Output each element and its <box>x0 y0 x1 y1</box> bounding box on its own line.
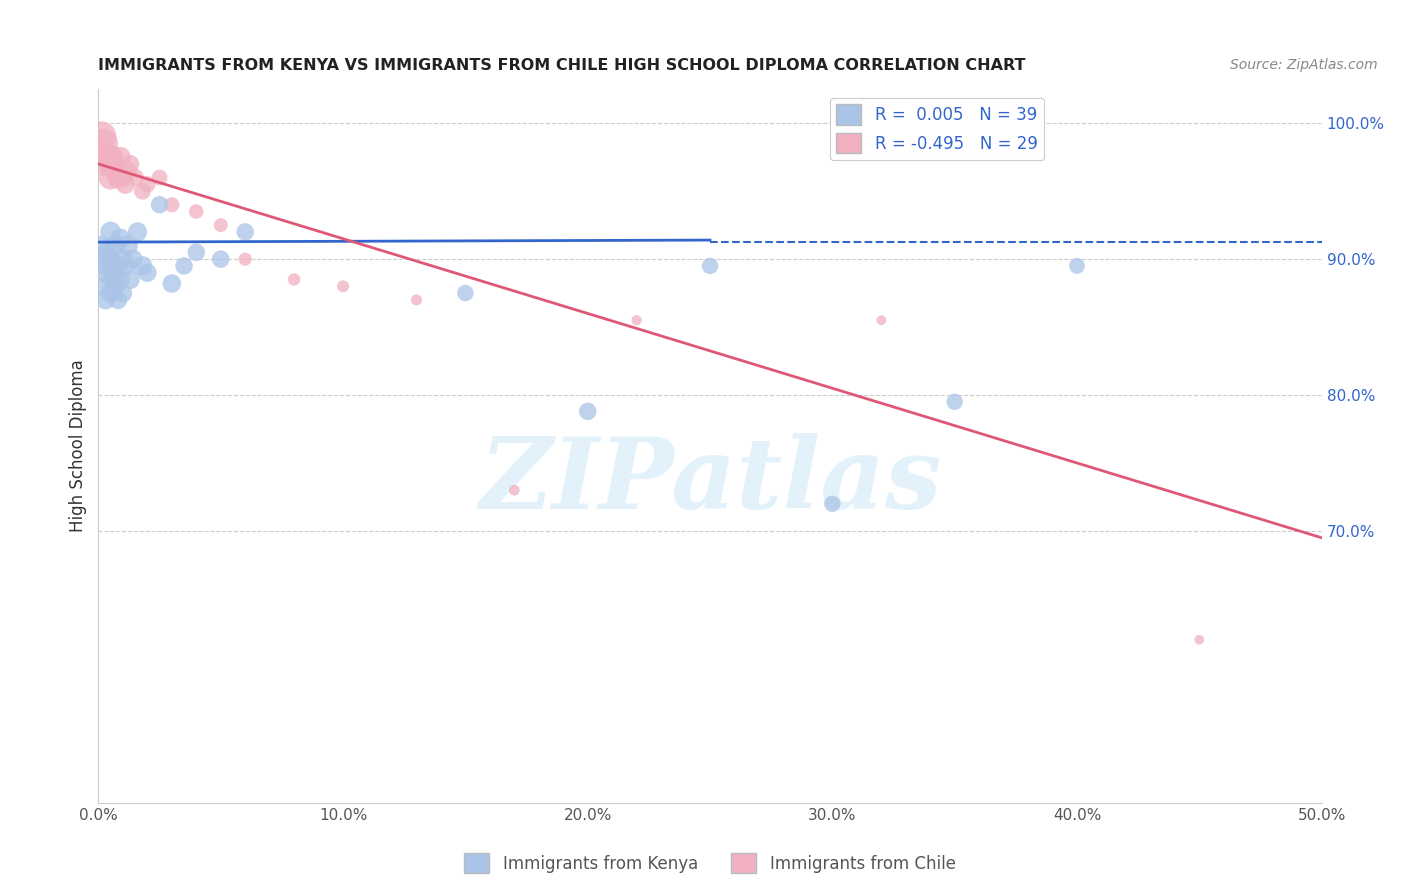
Point <box>127 225 149 239</box>
Point <box>136 266 159 280</box>
Point <box>104 279 127 293</box>
Point <box>94 293 117 307</box>
Text: IMMIGRANTS FROM KENYA VS IMMIGRANTS FROM CHILE HIGH SCHOOL DIPLOMA CORRELATION C: IMMIGRANTS FROM KENYA VS IMMIGRANTS FROM… <box>98 58 1026 73</box>
Point <box>117 238 139 252</box>
Point <box>870 313 893 327</box>
Point <box>91 252 114 266</box>
Point <box>117 163 139 178</box>
Point <box>120 157 142 171</box>
Point <box>121 252 143 266</box>
Point <box>100 225 122 239</box>
Point <box>97 157 120 171</box>
Point <box>160 277 183 291</box>
Point <box>101 157 124 171</box>
Point <box>90 238 112 252</box>
Point <box>107 259 129 273</box>
Point <box>943 394 966 409</box>
Point <box>110 272 132 286</box>
Point <box>209 252 232 266</box>
Point <box>114 259 136 273</box>
Point <box>186 204 208 219</box>
Point <box>94 150 117 164</box>
Point <box>91 279 114 293</box>
Point <box>173 259 195 273</box>
Point <box>110 150 132 164</box>
Point <box>107 293 129 307</box>
Point <box>120 272 142 286</box>
Point <box>111 286 134 301</box>
Point <box>332 279 354 293</box>
Point <box>94 259 117 273</box>
Point <box>186 245 208 260</box>
Point <box>1066 259 1088 273</box>
Point <box>114 178 136 192</box>
Point <box>97 245 120 260</box>
Text: Source: ZipAtlas.com: Source: ZipAtlas.com <box>1230 58 1378 72</box>
Point <box>233 225 256 239</box>
Point <box>90 129 112 144</box>
Point <box>97 268 120 283</box>
Point <box>454 286 477 301</box>
Point <box>100 252 122 266</box>
Point <box>699 259 721 273</box>
Point <box>100 286 122 301</box>
Point <box>626 313 648 327</box>
Point <box>405 293 427 307</box>
Point <box>149 198 172 212</box>
Point <box>111 170 134 185</box>
Point <box>104 238 127 252</box>
Point <box>124 170 146 185</box>
Point <box>100 170 122 185</box>
Point <box>101 272 124 286</box>
Point <box>209 218 232 232</box>
Point <box>91 136 114 151</box>
Point <box>1188 632 1211 647</box>
Point <box>107 170 129 185</box>
Point <box>111 252 134 266</box>
Y-axis label: High School Diploma: High School Diploma <box>69 359 87 533</box>
Point <box>503 483 526 498</box>
Point <box>104 163 127 178</box>
Point <box>101 263 124 277</box>
Point <box>131 259 153 273</box>
Point <box>100 150 122 164</box>
Point <box>149 170 172 185</box>
Point <box>283 272 305 286</box>
Point <box>110 232 132 246</box>
Point <box>821 497 844 511</box>
Point <box>136 178 159 192</box>
Point <box>576 404 599 418</box>
Point <box>160 198 183 212</box>
Text: ZIPatlas: ZIPatlas <box>479 434 941 530</box>
Legend: Immigrants from Kenya, Immigrants from Chile: Immigrants from Kenya, Immigrants from C… <box>458 847 962 880</box>
Point <box>131 184 153 198</box>
Point <box>233 252 256 266</box>
